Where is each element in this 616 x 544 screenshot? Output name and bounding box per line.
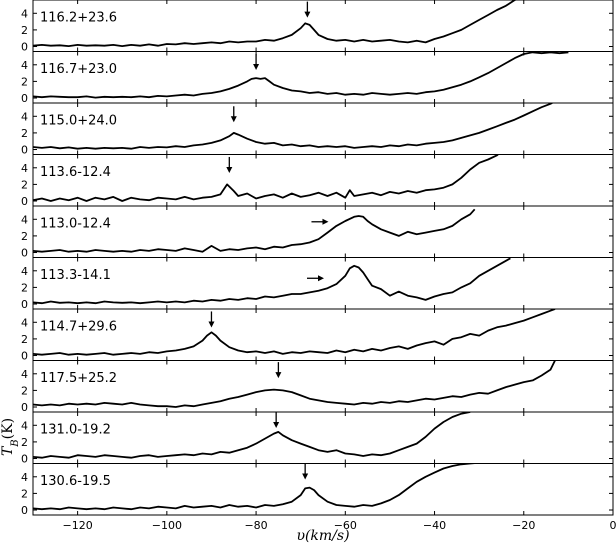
y-tick-label: 0 <box>21 144 28 157</box>
x-tick-label: −80 <box>244 519 267 532</box>
spectrum-line <box>33 257 511 305</box>
y-axis-label: TB(K) <box>0 418 21 456</box>
spectrum-line <box>33 412 471 459</box>
y-tick-label: 0 <box>21 41 28 54</box>
y-tick-label: 4 <box>21 110 28 123</box>
y-tick-label: 2 <box>21 487 28 500</box>
y-tick-label: 4 <box>21 7 28 20</box>
x-tick-label: −40 <box>423 519 446 532</box>
y-tick-label: 0 <box>21 401 28 414</box>
down-arrow-icon <box>304 1 311 18</box>
y-tick-label: 2 <box>21 178 28 191</box>
x-axis-label: υ(km/s) <box>296 528 349 544</box>
x-tick-label: −20 <box>512 519 535 532</box>
spectrum-line <box>33 463 481 511</box>
spectrum-line <box>33 51 569 99</box>
down-arrow-icon <box>226 156 233 173</box>
panel-label: 114.7+29.6 <box>40 320 117 335</box>
panel-frame <box>32 463 614 516</box>
y-tick-label: 2 <box>21 127 28 140</box>
panel-label: 116.7+23.0 <box>40 62 117 77</box>
panel-6: 0 2 4 113.3-14.1 <box>21 257 614 311</box>
panel-1: 0 2 4 116.2+23.6 <box>21 0 614 54</box>
down-arrow-icon <box>230 106 237 123</box>
y-tick-label: 2 <box>21 75 28 88</box>
y-tick-label: 0 <box>21 453 28 466</box>
y-tick-label: 0 <box>21 298 28 311</box>
y-tick-label: 0 <box>21 92 28 105</box>
x-axis: −120 −100 −80 −60 −40 −20 0 <box>63 519 616 532</box>
spectrum-line <box>33 154 500 202</box>
panel-label: 113.3-14.1 <box>40 268 111 283</box>
y-tick-label: 0 <box>21 247 28 260</box>
y-tick-label: 4 <box>21 368 28 381</box>
panel-label: 115.0+24.0 <box>40 114 117 129</box>
spectrum-line <box>33 103 554 150</box>
x-tick-label: −120 <box>63 519 93 532</box>
down-arrow-icon <box>253 53 260 70</box>
spectrum-line <box>33 208 476 253</box>
y-tick-label: 0 <box>21 504 28 517</box>
y-tick-label: 2 <box>21 24 28 37</box>
panel-frame <box>32 257 614 310</box>
down-arrow-icon <box>302 463 309 480</box>
y-tick-label: 4 <box>21 162 28 175</box>
right-arrow-icon <box>311 218 329 225</box>
panel-label: 113.0-12.4 <box>40 217 111 232</box>
y-tick-label: 0 <box>21 195 28 208</box>
panel-8: 0 2 4 117.5+25.2 <box>21 360 614 414</box>
panel-label: 130.6-19.5 <box>40 474 111 489</box>
y-tick-label: 4 <box>21 471 28 484</box>
panel-7: 0 2 4 114.7+29.6 <box>21 308 614 363</box>
y-tick-label: 0 <box>21 350 28 363</box>
y-tick-label: 4 <box>21 265 28 278</box>
panel-label: 131.0-19.2 <box>40 423 111 438</box>
y-tick-label: 4 <box>21 316 28 329</box>
y-tick-label: 2 <box>21 230 28 243</box>
spectrum-line <box>33 309 556 356</box>
y-tick-label: 2 <box>21 436 28 449</box>
spectrum-line <box>33 0 518 47</box>
panel-3: 0 2 4 115.0+24.0 <box>21 102 614 157</box>
right-arrow-icon <box>307 275 324 282</box>
panel-frame <box>32 0 614 52</box>
y-tick-label: 4 <box>21 419 28 432</box>
panel-4: 0 2 4 113.6-12.4 <box>21 154 614 208</box>
x-tick-label: 0 <box>610 519 616 532</box>
panel-frame <box>32 154 614 207</box>
panel-2: 0 2 4 116.7+23.0 <box>21 51 614 105</box>
panel-label: 113.6-12.4 <box>40 165 111 180</box>
panel-label: 116.2+23.6 <box>40 11 117 26</box>
panel-frame <box>32 205 614 258</box>
y-tick-label: 4 <box>21 213 28 226</box>
down-arrow-icon <box>208 311 215 328</box>
spectrum-line <box>33 360 556 408</box>
x-tick-label: −100 <box>152 519 182 532</box>
y-tick-label: 2 <box>21 281 28 294</box>
y-tick-label: 4 <box>21 59 28 72</box>
panel-10: 0 2 4 130.6-19.5 <box>21 463 614 517</box>
down-arrow-icon <box>275 362 282 379</box>
down-arrow-icon <box>273 411 280 428</box>
panel-label: 117.5+25.2 <box>40 371 117 386</box>
x-tick-label: −60 <box>334 519 357 532</box>
panel-9: 0 2 4 131.0-19.2 <box>21 411 614 466</box>
y-tick-label: 2 <box>21 384 28 397</box>
panel-frame <box>32 51 614 104</box>
y-tick-label: 2 <box>21 333 28 346</box>
panel-5: 0 2 4 113.0-12.4 <box>21 205 614 260</box>
